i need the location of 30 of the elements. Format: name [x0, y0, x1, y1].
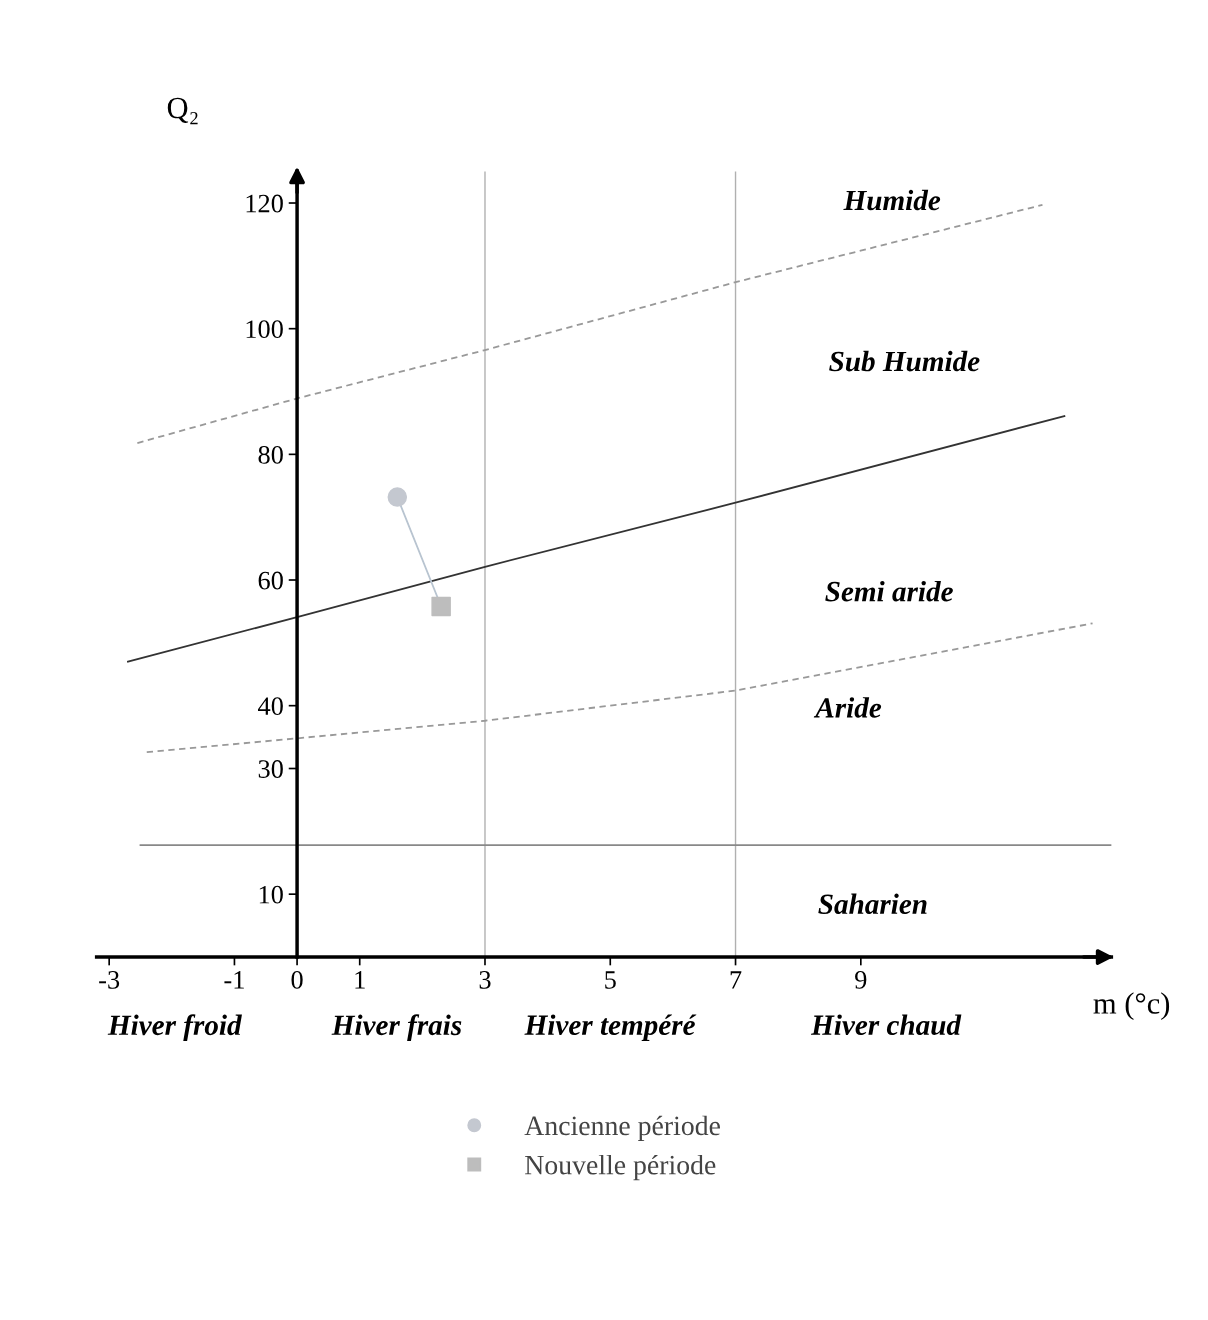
- x-tick-label: -3: [99, 971, 120, 989]
- y-axis-title: Q₂: [167, 97, 198, 125]
- x-tick-label: 5: [605, 971, 616, 989]
- y-tick-label: 30: [258, 760, 283, 778]
- x-tick-label: 7: [730, 971, 742, 989]
- x-tick-label: 1: [355, 971, 365, 989]
- annotation: Semi aride: [825, 580, 953, 602]
- text: Hiver froid: [107, 1014, 242, 1042]
- legend-label: Ancienne période: [524, 1115, 720, 1141]
- y-tick-label: 120: [246, 194, 283, 213]
- y-tick-label: 10: [259, 885, 283, 904]
- x-tick-label: 0: [291, 970, 303, 989]
- y-tick-label: 40: [258, 697, 283, 716]
- text: Hiver frais: [331, 1014, 462, 1042]
- legend-label: Nouvelle période: [525, 1154, 716, 1181]
- annotation: Saharien: [818, 893, 927, 915]
- y-tick-label: 60: [258, 571, 283, 590]
- text: Hiver tempéré: [524, 1014, 697, 1041]
- text: Hiver chaud: [810, 1014, 962, 1036]
- x-tick-label: 9: [855, 971, 867, 989]
- annotation: Humide: [843, 189, 941, 211]
- annotation: Aride: [813, 697, 882, 718]
- x-tick-label: 3: [479, 971, 491, 989]
- line-series: [145, 622, 1094, 754]
- x-tick-label: -1: [224, 971, 244, 989]
- line-series: [127, 415, 1066, 663]
- x-axis-title: m (°c): [1093, 992, 1170, 1021]
- y-tick-label: 100: [246, 320, 283, 339]
- y-tick-label: 80: [258, 445, 283, 464]
- annotation: Sub Humide: [829, 350, 980, 372]
